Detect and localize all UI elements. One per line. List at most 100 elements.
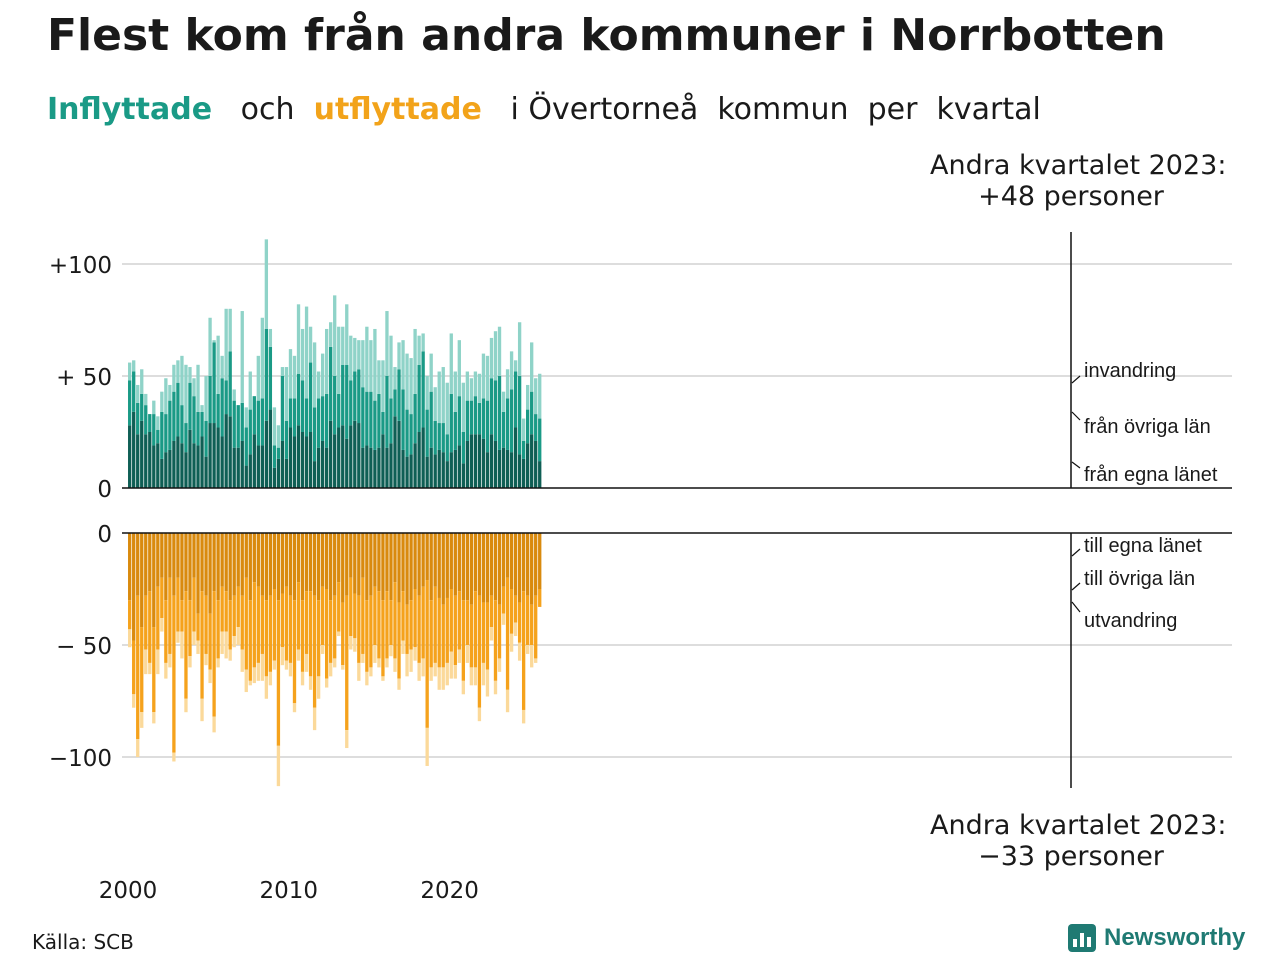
bar-out-segment (357, 533, 361, 596)
bar-out-segment (268, 671, 273, 686)
bar-in-segment (212, 340, 216, 343)
bar-out-segment (505, 689, 510, 713)
bar-in-segment (156, 429, 160, 444)
bar-in-segment (284, 458, 289, 488)
bar-out-segment (296, 533, 301, 583)
bar-out-segment (220, 586, 224, 632)
bar-in-segment (421, 333, 425, 352)
bar-in-segment (445, 461, 449, 488)
bar-in-segment (180, 443, 184, 488)
bar-out-segment (437, 597, 441, 668)
bar-out-segment (240, 595, 244, 650)
bar-out-segment (240, 533, 244, 596)
bar-in-segment (232, 447, 236, 488)
bar-in-segment (176, 436, 180, 488)
bar-in-segment (497, 449, 502, 488)
bar-in-segment (156, 416, 160, 430)
bar-in-segment (304, 436, 309, 488)
bar-in-segment (497, 326, 502, 376)
bar-out-segment (405, 604, 409, 654)
bar-in-segment (345, 364, 349, 439)
y-tick-bottom: − 50 (56, 634, 112, 660)
bar-out-segment (405, 533, 409, 605)
bar-out-segment (530, 604, 534, 645)
bar-in-segment (405, 456, 409, 488)
bar-out-segment (501, 613, 506, 625)
callout-top-line2: +48 personer (978, 181, 1164, 212)
bar-in-segment (320, 353, 325, 397)
bar-in-segment (228, 308, 232, 352)
bar-out-segment (208, 533, 212, 614)
bar-in-segment (457, 340, 461, 397)
bar-in-segment (461, 382, 465, 432)
bar-in-segment (369, 391, 373, 448)
bar-in-segment (224, 308, 228, 381)
bar-in-segment (140, 420, 144, 488)
bar-in-segment (538, 373, 542, 419)
bar-out-segment (144, 533, 148, 596)
bar-out-segment (168, 653, 172, 668)
bar-out-segment (329, 533, 333, 601)
bar-in-segment (168, 400, 172, 450)
bar-out-segment (329, 600, 333, 663)
bar-in-segment (188, 382, 192, 430)
bar-out-segment (497, 658, 502, 672)
bar-out-segment (264, 533, 269, 601)
bar-out-segment (373, 586, 377, 645)
bar-out-segment (441, 604, 445, 668)
bar-out-segment (220, 533, 224, 587)
y-tick-top: + 50 (56, 365, 112, 391)
bar-out-segment (140, 627, 144, 713)
bar-out-segment (505, 533, 510, 578)
bar-out-segment (200, 591, 204, 699)
bar-out-segment (236, 627, 240, 645)
bar-out-segment (369, 667, 373, 677)
bar-in-segment (489, 434, 494, 488)
bar-out-segment (353, 593, 357, 639)
bar-in-segment (176, 360, 180, 383)
bar-out-segment (333, 658, 337, 668)
bar-out-segment (417, 662, 421, 681)
bar-out-segment (333, 533, 337, 596)
bar-in-segment (501, 411, 506, 448)
bar-out-segment (128, 629, 132, 648)
bar-out-segment (312, 533, 317, 596)
bar-out-segment (365, 671, 369, 686)
bar-out-segment (441, 533, 445, 605)
bar-out-segment (493, 533, 498, 601)
bar-in-segment (272, 407, 277, 446)
bar-out-segment (160, 618, 164, 632)
bar-out-segment (353, 533, 357, 594)
bar-in-segment (329, 346, 333, 421)
bar-out-segment (373, 645, 377, 663)
series-label-in: från övriga län (1084, 416, 1211, 438)
bar-out-segment (413, 589, 417, 648)
label-leader (1071, 601, 1081, 613)
bar-in-segment (200, 436, 204, 488)
bar-out-segment (320, 645, 325, 654)
bar-out-segment (449, 651, 453, 679)
bar-out-segment (196, 613, 200, 641)
bar-out-segment (349, 577, 353, 637)
bar-in-segment (192, 378, 196, 397)
bar-out-segment (389, 645, 393, 657)
bar-in-segment (276, 447, 281, 459)
bar-out-segment (252, 533, 256, 583)
bar-in-segment (248, 409, 252, 455)
bar-in-segment (477, 434, 482, 488)
bar-in-segment (152, 400, 156, 415)
bar-in-segment (156, 443, 160, 488)
bar-out-segment (473, 591, 478, 668)
bar-out-segment (489, 627, 494, 641)
bar-out-segment (268, 533, 273, 596)
bar-in-segment (526, 409, 530, 444)
bar-out-segment (325, 533, 329, 589)
bar-out-segment (220, 631, 224, 654)
bar-in-segment (308, 362, 313, 432)
bar-in-segment (437, 423, 441, 450)
bar-out-segment (369, 595, 373, 668)
label-layer: invandring från övriga län från egna länet… (1071, 360, 1218, 632)
bar-in-segment (538, 418, 542, 462)
bar-in-segment (421, 427, 425, 488)
bar-in-segment (172, 391, 176, 441)
